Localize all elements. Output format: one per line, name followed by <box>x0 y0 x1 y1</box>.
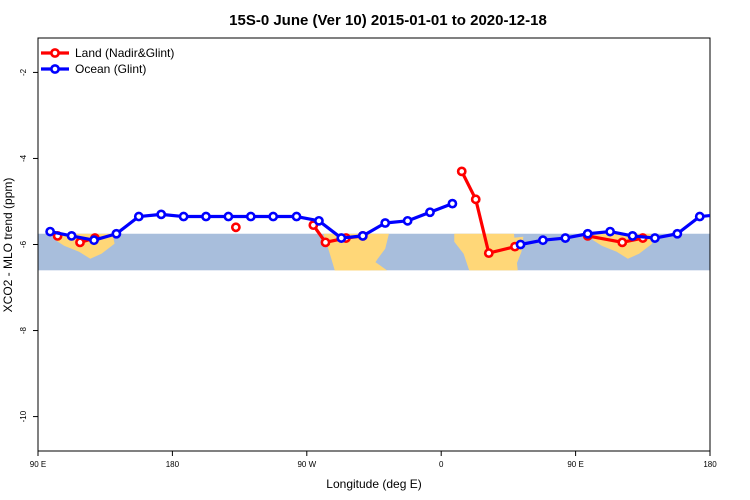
data-point <box>456 166 467 177</box>
data-point <box>230 222 241 233</box>
data-point <box>515 239 526 250</box>
data-point <box>89 235 99 246</box>
data-point <box>560 233 571 243</box>
legend-marker <box>50 64 60 74</box>
data-point <box>178 211 189 222</box>
x-tick-label: 0 <box>439 460 444 469</box>
x-axis-label: Longitude (deg E) <box>326 477 421 491</box>
land-south-america <box>323 233 389 271</box>
data-point <box>617 237 628 248</box>
x-tick-label: 90 E <box>567 460 583 469</box>
data-point <box>719 211 726 218</box>
x-tick-label: 90 W <box>297 460 316 469</box>
data-point <box>111 228 122 239</box>
data-point <box>357 230 368 241</box>
legend-marker <box>50 48 60 58</box>
chart-title: 15S-0 June (Ver 10) 2015-01-01 to 2020-1… <box>229 12 547 29</box>
data-point <box>627 230 638 241</box>
legend: Land (Nadir&Glint) Ocean (Glint) <box>41 46 174 76</box>
data-point <box>336 233 347 243</box>
data-point <box>380 218 391 228</box>
data-point <box>650 233 660 243</box>
data-point <box>66 230 77 241</box>
plot-area: 90 E 180 90 W 0 90 E 180 -2 -4 -6 -8 -10 <box>19 37 726 469</box>
data-point <box>156 209 167 220</box>
y-axis-label: XCO2 - MLO trend (ppm) <box>1 178 15 313</box>
data-point <box>470 194 481 205</box>
data-point <box>538 235 548 246</box>
data-point <box>582 228 593 239</box>
series-line <box>520 213 710 247</box>
y-tick-label: -8 <box>19 326 28 334</box>
data-point <box>75 237 85 248</box>
x-tick-label: 180 <box>703 460 717 469</box>
data-point <box>45 226 56 237</box>
legend-label: Land (Nadir&Glint) <box>75 46 174 60</box>
data-point <box>605 226 616 237</box>
y-tick-label: -10 <box>19 410 28 422</box>
y-tick-label: -6 <box>19 240 28 248</box>
legend-label: Ocean (Glint) <box>75 62 146 76</box>
series-ocean <box>45 198 726 250</box>
data-point <box>291 211 302 222</box>
x-tick-label: 180 <box>166 460 180 469</box>
series-line <box>460 170 516 255</box>
data-point <box>314 215 324 226</box>
data-point <box>201 211 211 222</box>
data-point <box>694 211 705 222</box>
data-point <box>483 248 494 259</box>
data-point <box>268 211 279 222</box>
data-point <box>245 211 256 222</box>
data-point <box>672 228 683 239</box>
data-point <box>425 207 435 218</box>
y-tick-label: -4 <box>19 154 28 162</box>
data-point <box>447 198 458 209</box>
y-tick-label: -2 <box>19 68 28 76</box>
data-point <box>133 211 144 222</box>
data-point <box>223 211 234 222</box>
data-point <box>320 237 331 248</box>
x-tick-label: 90 E <box>30 460 46 469</box>
data-point <box>402 215 413 226</box>
